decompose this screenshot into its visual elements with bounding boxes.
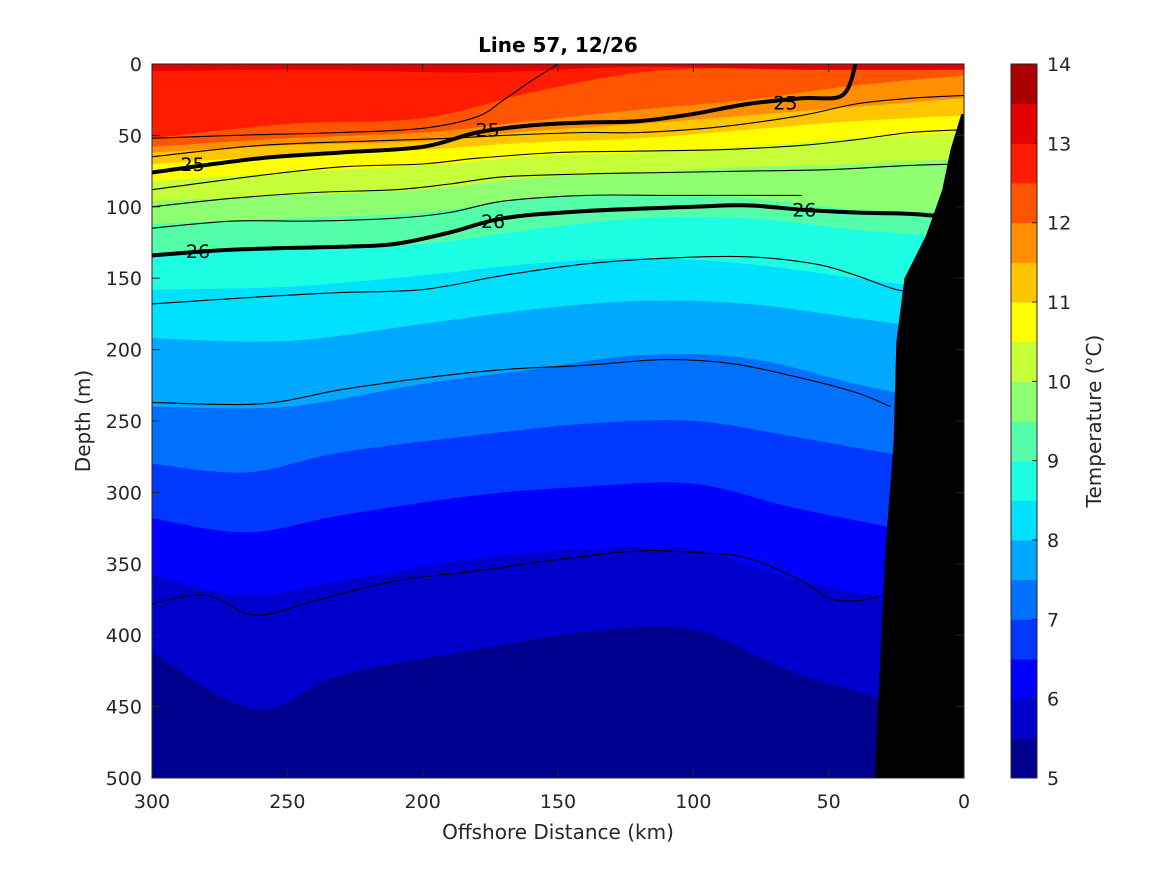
density-contour xyxy=(152,64,559,139)
y-tick-label: 300 xyxy=(106,482,142,504)
colorbar-swatch xyxy=(1011,738,1037,779)
density-contour-bold xyxy=(152,64,858,175)
colorbar-frame xyxy=(1010,63,1038,779)
contour-label: 26 xyxy=(186,241,210,263)
y-tick-label: 450 xyxy=(106,697,142,719)
x-tick-label: 300 xyxy=(134,791,170,813)
x-tick-label: 50 xyxy=(817,791,841,813)
y-tick-label: 350 xyxy=(106,554,142,576)
contour-label: 26 xyxy=(792,200,816,222)
temperature-band xyxy=(152,64,856,139)
colorbar-swatch xyxy=(1011,341,1037,382)
colorbar-swatch xyxy=(1011,64,1037,105)
density-contour-bold xyxy=(152,203,964,258)
colorbar: 5 6 7 8 9 10 11 12 13 14 xyxy=(1010,54,1071,790)
density-contour xyxy=(152,194,802,229)
colorbar-label: Temperature (°C) xyxy=(1082,335,1106,509)
colorbar-tick-label: 13 xyxy=(1047,133,1071,155)
y-tick-label: 400 xyxy=(106,625,142,647)
y-tick-label: 100 xyxy=(106,197,142,219)
x-tick-label: 0 xyxy=(958,791,970,813)
colorbar-tick-label: 7 xyxy=(1047,609,1059,631)
plot-area: 25 25 25 26 26 26 xyxy=(151,63,965,779)
colorbar-tick-label: 5 xyxy=(1047,768,1059,790)
colorbar-swatch xyxy=(1011,262,1037,303)
colorbar-swatch xyxy=(1011,183,1037,224)
y-tick-label: 150 xyxy=(106,268,142,290)
y-tick-label: 500 xyxy=(106,768,142,790)
colorbar-tick-label: 12 xyxy=(1047,213,1071,235)
x-tick-label: 150 xyxy=(540,791,576,813)
y-tick-label: 250 xyxy=(106,411,142,433)
y-axis-label: Depth (m) xyxy=(71,370,95,472)
colorbar-tick-label: 8 xyxy=(1047,530,1059,552)
density-contour xyxy=(152,163,964,208)
y-axis: 0 50 100 150 200 250 300 350 400 450 500 xyxy=(106,54,964,790)
colorbar-swatch xyxy=(1011,540,1037,581)
seafloor-bathymetry xyxy=(874,114,964,778)
density-contour xyxy=(152,94,964,158)
y-tick-label: 50 xyxy=(118,125,142,147)
colorbar-swatch xyxy=(1011,698,1037,739)
x-tick-label: 100 xyxy=(675,791,711,813)
colorbar-swatch xyxy=(1011,460,1037,501)
colorbar-swatch xyxy=(1011,222,1037,263)
colorbar-swatch xyxy=(1011,421,1037,462)
x-tick-label: 200 xyxy=(405,791,441,813)
contour-label: 25 xyxy=(181,154,205,176)
density-contour xyxy=(152,255,924,305)
x-axis: 300 250 200 150 100 50 0 xyxy=(134,64,970,813)
density-contours xyxy=(152,64,964,616)
colorbar-tick-label: 11 xyxy=(1047,292,1071,314)
x-axis-label: Offshore Distance (km) xyxy=(442,820,674,844)
colorbar-tick-label: 14 xyxy=(1047,54,1071,76)
colorbar-swatch xyxy=(1011,500,1037,541)
colorbar-swatch xyxy=(1011,619,1037,660)
y-tick-label: 200 xyxy=(106,340,142,362)
colorbar-tick-label: 9 xyxy=(1047,451,1059,473)
colorbar-swatch xyxy=(1011,381,1037,422)
density-contour xyxy=(152,359,892,408)
colorbar-swatch xyxy=(1011,302,1037,343)
density-contour xyxy=(152,549,883,616)
x-tick-label: 250 xyxy=(269,791,305,813)
colorbar-tick-label: 10 xyxy=(1047,371,1071,393)
chart-title: Line 57, 12/26 xyxy=(478,33,638,57)
contour-label: 25 xyxy=(773,93,797,115)
density-contour xyxy=(152,129,964,191)
colorbar-swatch xyxy=(1011,579,1037,620)
contour-label: 25 xyxy=(476,120,500,142)
y-tick-label: 0 xyxy=(130,54,142,76)
colorbar-swatch xyxy=(1011,103,1037,144)
contour-labels: 25 25 25 26 26 26 xyxy=(181,93,817,264)
colorbar-swatch xyxy=(1011,143,1037,184)
colorbar-tick-label: 6 xyxy=(1047,689,1059,711)
contour-label: 26 xyxy=(481,211,505,233)
temperature-patch xyxy=(530,746,742,778)
colorbar-swatch xyxy=(1011,659,1037,700)
